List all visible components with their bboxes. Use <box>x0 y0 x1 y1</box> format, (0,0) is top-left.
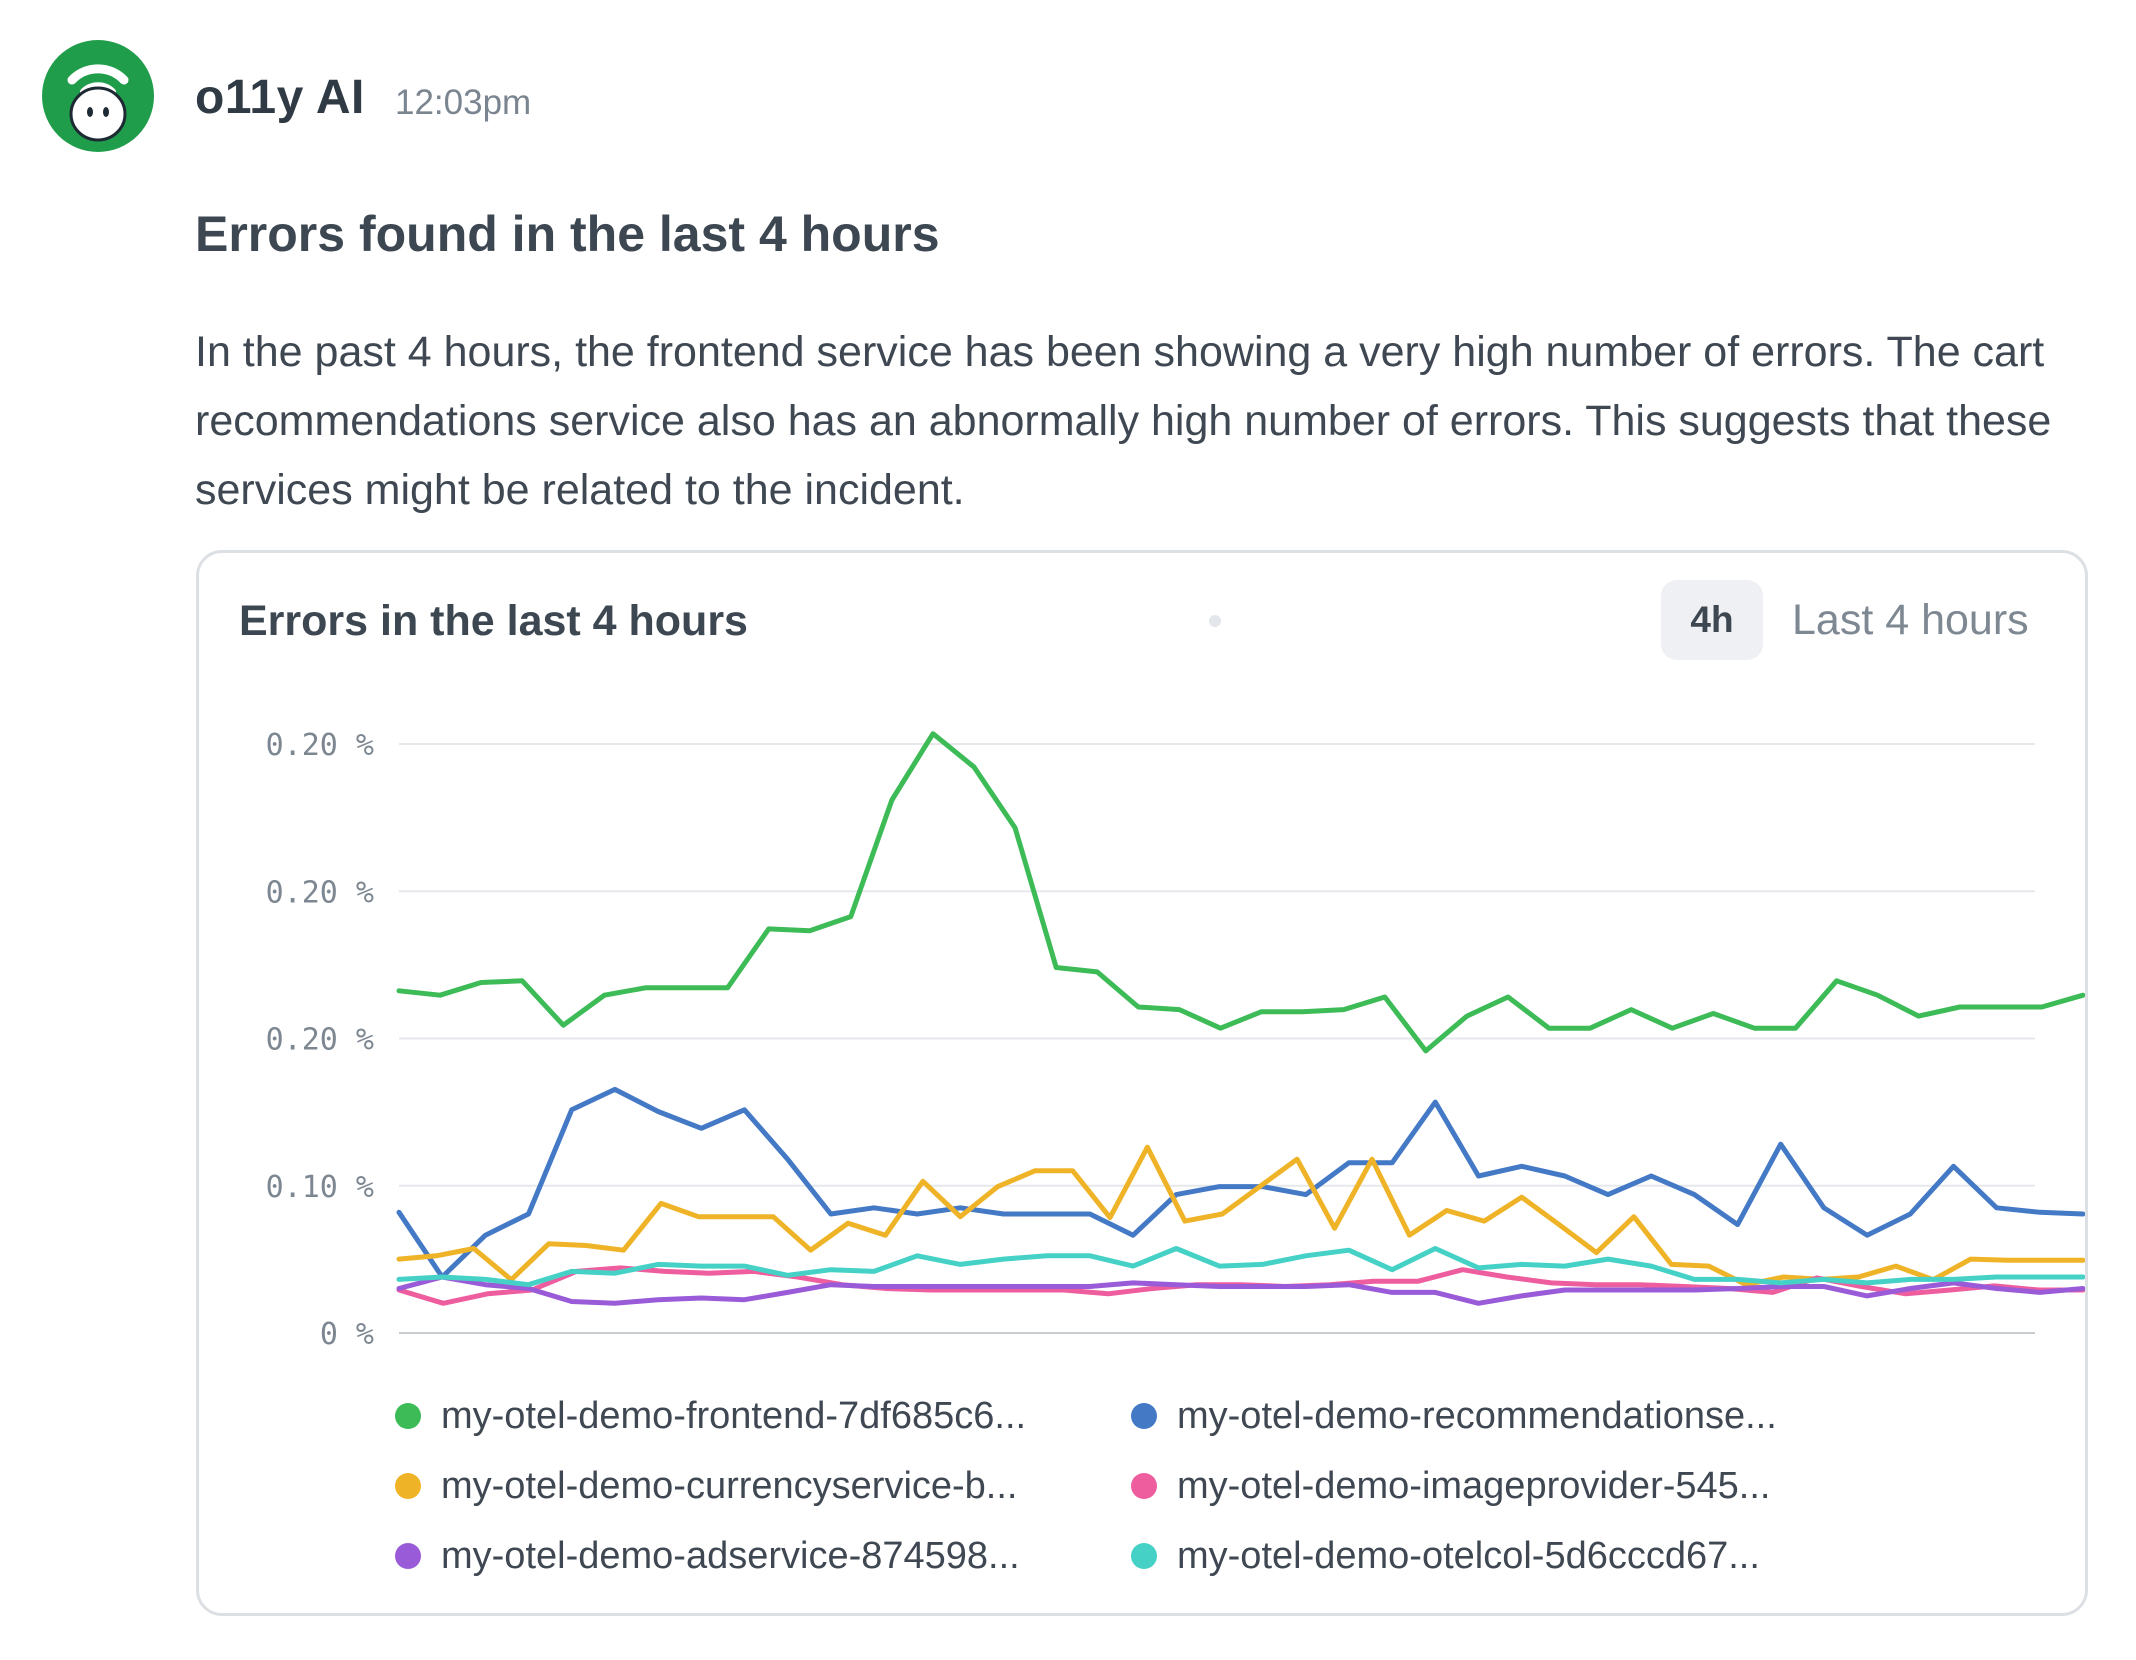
legend-label: my-otel-demo-imageprovider-545... <box>1177 1464 1771 1507</box>
legend-color-dot <box>1131 1473 1157 1499</box>
legend-item[interactable]: my-otel-demo-adservice-874598... <box>395 1533 1131 1579</box>
message-body: In the past 4 hours, the frontend servic… <box>195 328 2052 514</box>
series-line-5[interactable] <box>396 1274 2085 1306</box>
time-range-label[interactable]: Last 4 hours <box>1792 596 2029 644</box>
chart-title: Errors in the last 4 hours <box>239 597 748 645</box>
series-line-1[interactable] <box>396 731 2085 1054</box>
series-line-6[interactable] <box>396 1246 2085 1288</box>
y-tick-label: 0.20 % <box>266 728 374 763</box>
legend-label: my-otel-demo-adservice-874598... <box>441 1534 1020 1577</box>
errors-line-chart: 0.20 % 0.20 % 0.20 % 0.10 % 0 % <box>266 728 2085 1352</box>
y-tick-label: 0 % <box>320 1317 374 1352</box>
y-tick-label: 0.10 % <box>266 1170 374 1205</box>
message-title: Errors found in the last 4 hours <box>195 206 940 262</box>
legend-item[interactable]: my-otel-demo-frontend-7df685c6... <box>395 1393 1131 1439</box>
y-tick-label: 0.20 % <box>266 1023 374 1058</box>
legend-label: my-otel-demo-currencyservice-b... <box>441 1464 1018 1507</box>
legend-color-dot <box>1131 1543 1157 1569</box>
legend-item[interactable]: my-otel-demo-imageprovider-545... <box>1131 1463 1831 1509</box>
legend-item[interactable]: my-otel-demo-currencyservice-b... <box>395 1463 1131 1509</box>
drag-handle-dot <box>1209 615 1221 627</box>
legend-item[interactable]: my-otel-demo-recommendationse... <box>1131 1393 1831 1439</box>
legend-label: my-otel-demo-frontend-7df685c6... <box>441 1394 1027 1437</box>
legend-color-dot <box>1131 1403 1157 1429</box>
chart-card: Errors in the last 4 hours 4h Last 4 hou… <box>196 550 2088 1616</box>
legend-label: my-otel-demo-recommendationse... <box>1177 1394 1777 1437</box>
series-line-2[interactable] <box>396 1086 2085 1280</box>
series-line-3[interactable] <box>396 1144 2085 1288</box>
robot-face-icon <box>67 64 129 142</box>
bot-avatar[interactable] <box>42 40 154 152</box>
chart-legend: my-otel-demo-frontend-7df685c6... my-otel… <box>395 1393 1831 1579</box>
legend-color-dot <box>395 1543 421 1569</box>
author-name[interactable]: o11y AI <box>195 71 365 124</box>
legend-color-dot <box>395 1403 421 1429</box>
legend-color-dot <box>395 1473 421 1499</box>
legend-item[interactable]: my-otel-demo-otelcol-5d6cccd67... <box>1131 1533 1831 1579</box>
time-range-badge[interactable]: 4h <box>1661 580 1763 660</box>
message-timestamp[interactable]: 12:03pm <box>395 83 532 122</box>
y-tick-label: 0.20 % <box>266 875 374 910</box>
legend-label: my-otel-demo-otelcol-5d6cccd67... <box>1177 1534 1760 1577</box>
